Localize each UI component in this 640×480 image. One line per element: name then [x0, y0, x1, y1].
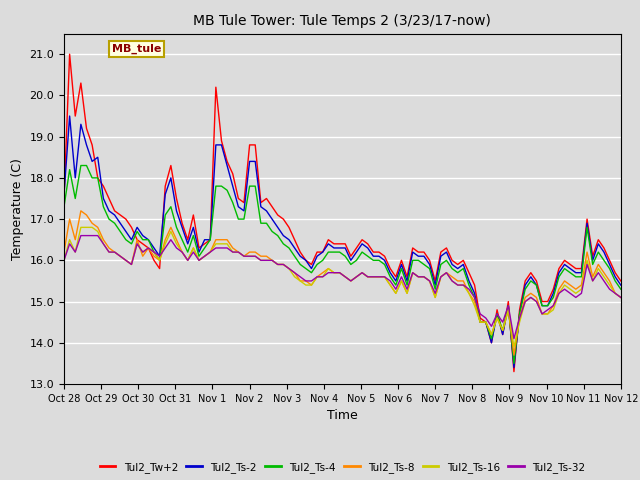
- Y-axis label: Temperature (C): Temperature (C): [11, 158, 24, 260]
- Text: MB_tule: MB_tule: [112, 44, 161, 54]
- X-axis label: Time: Time: [327, 409, 358, 422]
- Legend: Tul2_Tw+2, Tul2_Ts-2, Tul2_Ts-4, Tul2_Ts-8, Tul2_Ts-16, Tul2_Ts-32: Tul2_Tw+2, Tul2_Ts-2, Tul2_Ts-4, Tul2_Ts…: [95, 457, 589, 477]
- Title: MB Tule Tower: Tule Temps 2 (3/23/17-now): MB Tule Tower: Tule Temps 2 (3/23/17-now…: [193, 14, 492, 28]
